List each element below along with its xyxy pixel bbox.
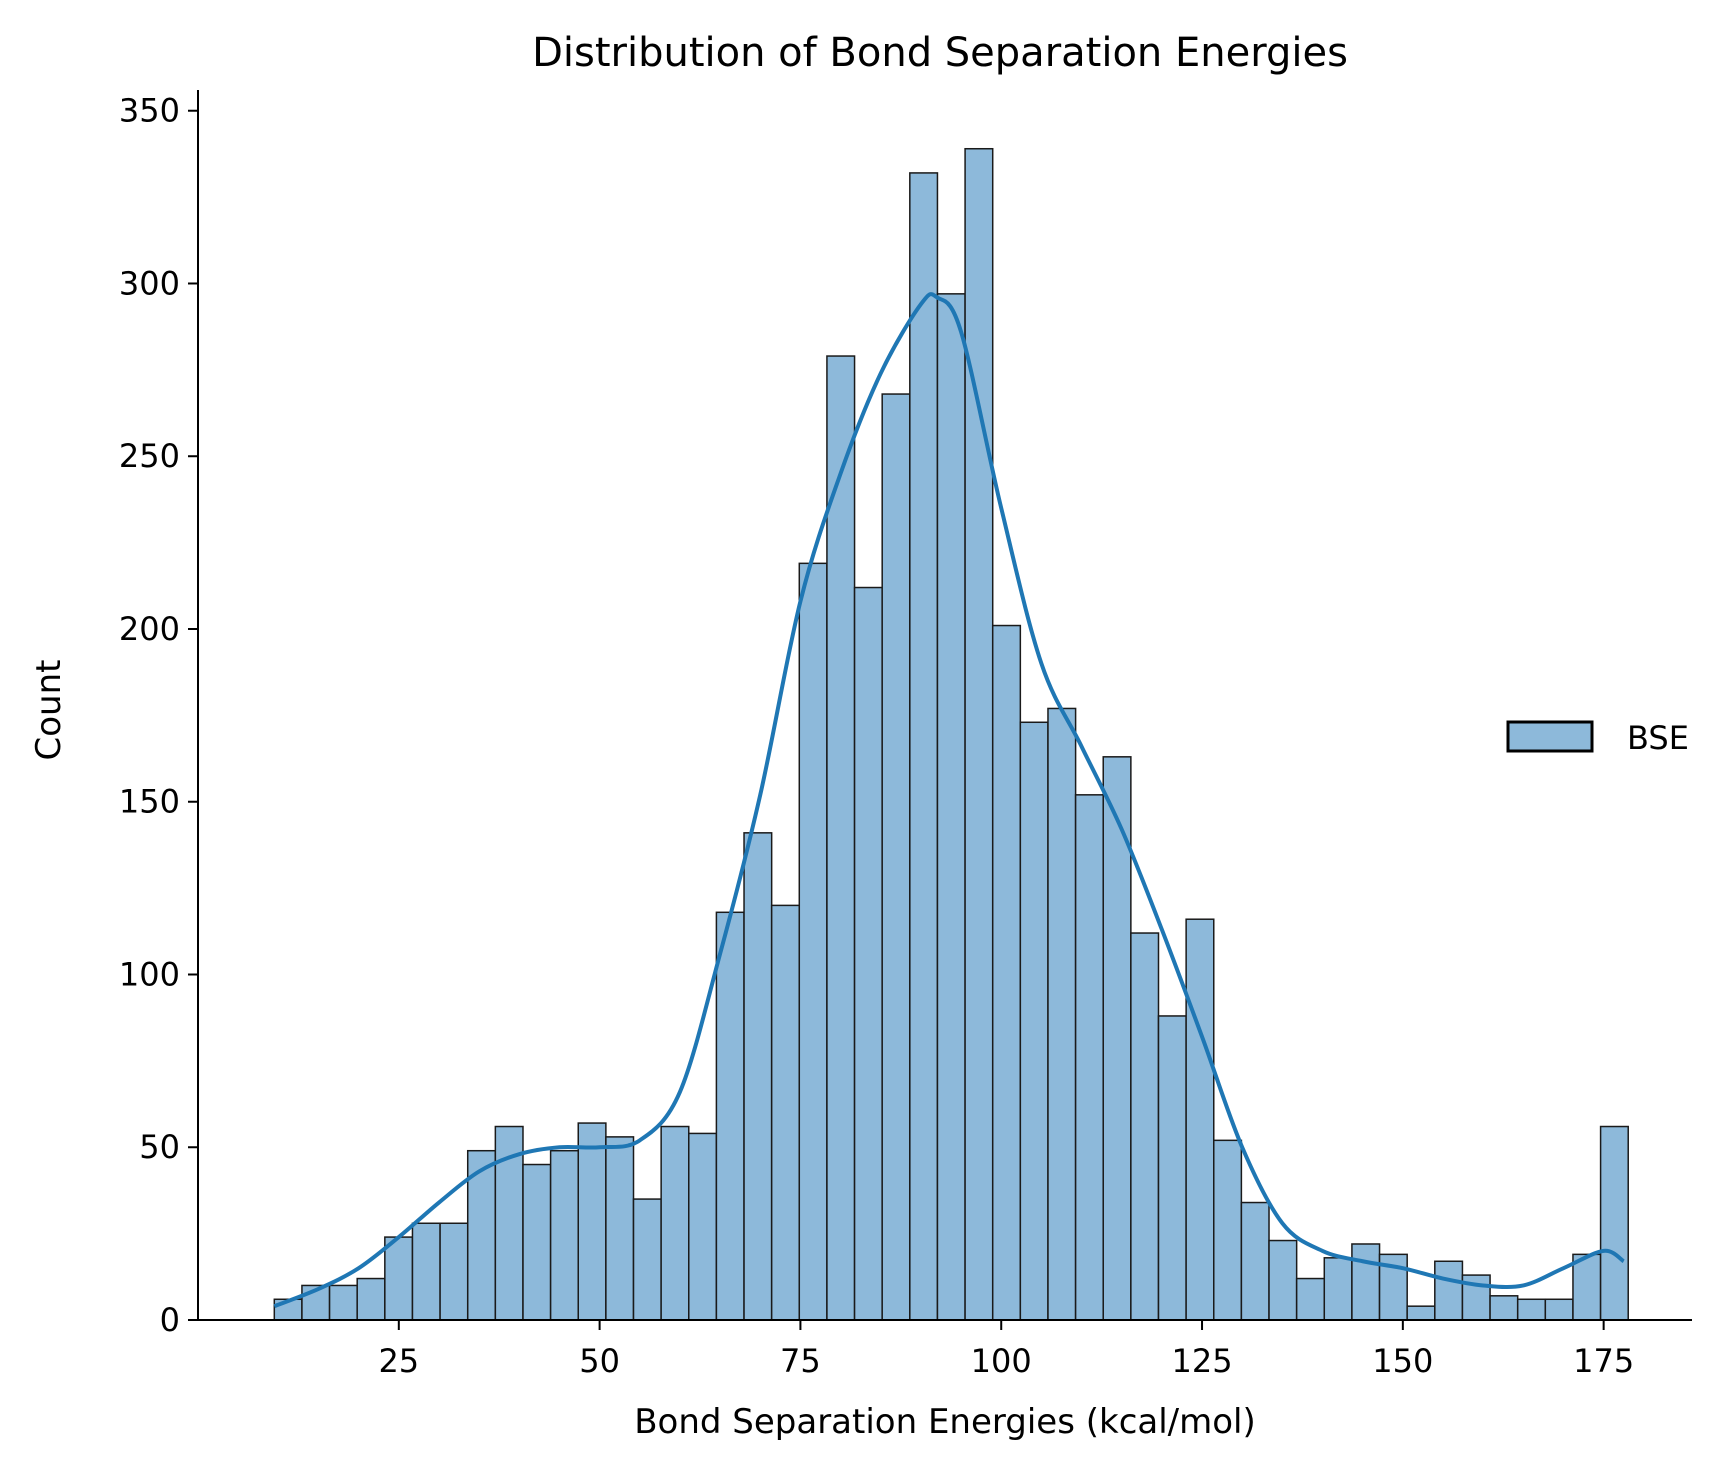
kde-line [273,292,1625,1309]
histogram-bar [1351,1243,1381,1321]
histogram-bar [964,147,994,1321]
histogram-bar [936,293,966,1321]
histogram-bar [991,624,1022,1321]
x-tick-label: 50 [579,1342,620,1380]
x-tick-label: 100 [971,1342,1032,1380]
y-tick-label: 0 [160,1301,180,1339]
x-tick-label: 150 [1372,1342,1433,1380]
histogram-bar [1268,1239,1298,1321]
histogram-bar [798,562,828,1321]
histogram-bar [715,911,745,1321]
histogram-bar [577,1122,607,1321]
histogram-bar [770,904,801,1321]
y-tick-label: 350 [119,92,180,130]
y-tick-label: 300 [119,264,180,302]
y-tick-label: 150 [119,783,180,821]
histogram-bar [1489,1295,1519,1321]
histogram-bar [1130,932,1160,1321]
histogram-bar [466,1149,497,1321]
histogram-bar [881,393,911,1321]
histogram-bar [909,172,939,1321]
histogram-bar [1544,1298,1574,1321]
histogram-bar [356,1277,386,1321]
histogram-bar [1157,1015,1187,1321]
y-tick-label: 50 [139,1128,180,1166]
histogram-bar [328,1284,358,1321]
x-axis-label: Bond Separation Energies (kcal/mol) [634,1402,1256,1442]
histogram-bar [1434,1260,1464,1321]
x-tick-label: 125 [1171,1342,1232,1380]
histogram-bar [1185,918,1215,1321]
histogram-bar [1240,1201,1270,1321]
y-ticks-group: 0 50 100 150 200 250 300 350 [119,92,198,1339]
bars-group [273,147,1629,1321]
x-ticks-group: 25 50 75 100 125 150 175 [378,1320,1634,1380]
legend-label-bse: BSE [1627,719,1689,757]
y-tick-label: 100 [119,955,180,993]
x-tick-label: 75 [780,1342,821,1380]
chart-title: Distribution of Bond Separation Energies [532,30,1348,76]
histogram-bar [632,1198,662,1321]
histogram-bar [1213,1139,1243,1321]
histogram-bar [549,1149,579,1321]
histogram-bar [1074,794,1104,1321]
histogram-bar [1406,1305,1436,1321]
y-axis-label: Count [29,660,69,761]
histogram-bar [1516,1298,1547,1321]
histogram-bar [1323,1257,1353,1321]
x-tick-label: 175 [1573,1342,1634,1380]
histogram-bar [743,832,773,1321]
histogram-bar [411,1222,441,1321]
histogram-bar [605,1136,635,1321]
histogram-bar [1572,1253,1602,1321]
histogram-bar [1599,1125,1629,1321]
histogram-bar [384,1236,414,1321]
legend-swatch [1506,720,1594,753]
histogram-bar [688,1132,718,1321]
y-tick-label: 250 [119,437,180,475]
histogram-bar [1019,721,1049,1321]
histogram-bar [660,1125,690,1321]
x-tick-label: 25 [378,1342,419,1380]
histogram-bar [1295,1277,1326,1321]
histogram-bar [522,1163,552,1321]
y-tick-label: 200 [119,610,180,648]
histogram-bar [1047,707,1077,1321]
legend: BSE [1506,719,1689,757]
histogram-bar [439,1222,469,1321]
histogram-bar [853,586,883,1321]
